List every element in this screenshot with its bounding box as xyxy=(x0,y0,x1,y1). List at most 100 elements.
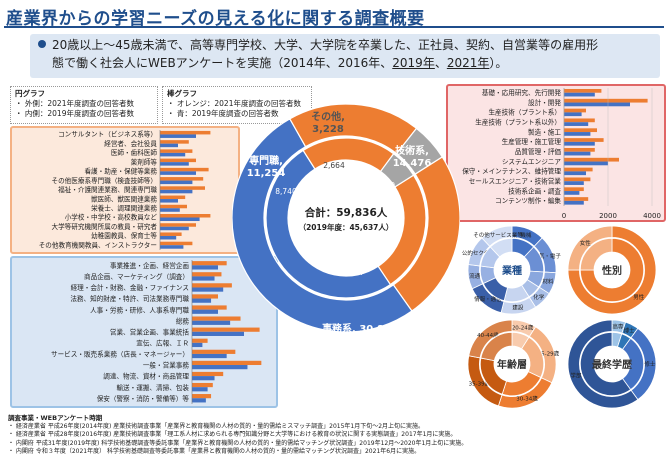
donut-inner-slice-3 xyxy=(379,152,415,188)
footer-line-3: ・ 内閣府 平成31年度(2019年度) 科学技術基礎調査等委託事業「産業界と教… xyxy=(8,439,468,447)
bar-2019-jimu_bars-12 xyxy=(192,398,206,403)
donut-outer-slice-1 xyxy=(232,117,413,333)
bar-label-senmon_bars-4: 看護・助産・保健等業務 xyxy=(84,167,157,176)
bar-2019-senmon_bars-2 xyxy=(160,152,186,157)
bar-2021-senmon_bars-7 xyxy=(160,195,186,200)
bar-label-senmon_bars-0: コンサルタント（ビジネス系等） xyxy=(58,130,157,139)
donut-outer-label-0-0: 技術系, xyxy=(395,144,429,157)
bar-label-senmon_bars-5: その他医療系専門職（検査技師等） xyxy=(52,176,158,185)
pie-seibetsu-label-0: 男性 xyxy=(633,293,645,301)
tick-gijutsu_bars-2: 4000 xyxy=(643,212,661,220)
donut-inner-label-3: 2,664 xyxy=(323,161,345,170)
pie-nenreiso-label-3: 35-39歳 xyxy=(469,379,491,387)
pie-gyoshu-hole xyxy=(494,252,530,288)
pie-gyoshu-ring0-slice-8 xyxy=(481,225,513,247)
bar-2021-jimu_bars-2 xyxy=(192,283,232,288)
bar-2021-gijutsu_bars-2 xyxy=(564,108,586,113)
bar-label-jimu_bars-3: 法務、知的財産・特許、司法業務専門職 xyxy=(70,294,189,303)
bar-label-gijutsu_bars-8: 保守・メインテナンス、維持管理 xyxy=(462,167,561,176)
intro-box: 20歳以上～45歳未満で、高等専門学校、大学、大学院を卒業した、正社員、契約、自… xyxy=(30,34,660,78)
senmon-panel xyxy=(10,126,240,254)
donut-outer-label-1-0: 事務系, 30,878 xyxy=(322,322,398,335)
bar-2021-senmon_bars-6 xyxy=(160,186,205,190)
bar-2021-senmon_bars-8 xyxy=(160,204,187,209)
bar-label-jimu_bars-0: 事業推進・企画、経営企画 xyxy=(110,261,189,270)
bar-2021-senmon_bars-11 xyxy=(160,232,182,236)
pie-nenreiso-hole xyxy=(494,346,530,382)
pie-saishu_gakureki-hole xyxy=(594,346,630,382)
legend-bar: 棒グラフ ・ オレンジ：2021年度調査の回答者数 ・ 青：2019年度調査の回… xyxy=(162,86,312,124)
bar-2019-gijutsu_bars-9 xyxy=(564,181,584,185)
pie-seibetsu-ring0-slice-0 xyxy=(567,225,657,315)
pie-gyoshu-title: 業種 xyxy=(501,264,522,277)
bar-2021-jimu_bars-0 xyxy=(192,261,227,266)
bar-2019-senmon_bars-4 xyxy=(160,171,196,175)
donut-outer-label-2-1: 11,254 xyxy=(247,168,286,179)
bar-label-senmon_bars-1: 経営者、会社役員 xyxy=(104,139,157,148)
bar-2019-senmon_bars-7 xyxy=(160,199,178,203)
bar-2019-jimu_bars-7 xyxy=(192,342,203,348)
tick-gijutsu_bars-1: 2000 xyxy=(599,212,617,220)
pie-gyoshu-label-5: 情報・通信 xyxy=(474,295,502,303)
donut-outer-slice-3 xyxy=(395,127,444,175)
donut-outer-label-3-0: その他, xyxy=(311,110,345,123)
pie-seibetsu-title: 性別 xyxy=(601,264,622,277)
bar-2019-jimu_bars-8 xyxy=(192,353,227,359)
pie-gyoshu-label-6: 流通 xyxy=(469,272,481,280)
bar-2021-gijutsu_bars-6 xyxy=(564,147,595,152)
intro-bullet xyxy=(38,40,46,48)
footer-line-1: ・ 経済産業省 平成26年度(2014年度) 産業技術調査事業「産業界と教育機関… xyxy=(8,422,425,430)
pie-gyoshu-label-8: その他サービス業等 xyxy=(473,231,523,239)
donut-inner-label-2: 8,740 xyxy=(275,187,297,196)
bar-label-gijutsu_bars-5: 生産管理・施工管理 xyxy=(502,137,562,146)
bar-2019-senmon_bars-10 xyxy=(160,226,189,231)
bar-label-jimu_bars-2: 経理・会計・財務、金融・ファイナンス xyxy=(71,283,189,292)
pie-gyoshu-label-4: 建設 xyxy=(512,303,524,311)
page-title: 産業界からの学習ニーズの見える化に関する調査概要 xyxy=(6,9,425,29)
footer-line-2: ・ 経済産業省 平成28年度(2016年度) 産業技術調査事業「理工系人材に求め… xyxy=(8,431,457,438)
pie-gyoshu-label-3: 化学 xyxy=(533,293,545,301)
donut-outer-label-3-1: 3,228 xyxy=(312,124,344,135)
bar-2021-senmon_bars-3 xyxy=(160,158,196,163)
bar-label-gijutsu_bars-1: 設計・開発 xyxy=(528,98,561,107)
pie-gyoshu-label-7: 公的セクター xyxy=(462,249,495,257)
bar-2021-senmon_bars-1 xyxy=(160,140,189,144)
pie-seibetsu-label-1: 女性 xyxy=(580,239,592,247)
bar-2021-jimu_bars-6 xyxy=(192,327,260,332)
bar-2019-jimu_bars-11 xyxy=(192,387,208,392)
bar-2019-gijutsu_bars-6 xyxy=(564,151,591,156)
bar-2019-gijutsu_bars-8 xyxy=(564,171,586,176)
bar-label-gijutsu_bars-6: 品質管理・評価 xyxy=(515,147,562,156)
bar-2021-gijutsu_bars-8 xyxy=(564,167,593,172)
footer: 調査事業・WEBアンケート時期 ・ 経済産業省 平成26年度(2014年度) 産… xyxy=(8,414,668,457)
bar-2019-senmon_bars-0 xyxy=(160,134,196,138)
bar-label-senmon_bars-6: 福祉・介護関連業務、関連専門職 xyxy=(58,185,157,194)
donut-inner-label-0: 11,249 xyxy=(369,181,395,190)
bar-2021-senmon_bars-4 xyxy=(160,167,209,172)
bar-label-gijutsu_bars-7: システムエンジニア xyxy=(502,158,562,166)
bar-label-gijutsu_bars-11: コンテンツ制作・編集 xyxy=(495,196,561,205)
bar-2019-jimu_bars-6 xyxy=(192,331,244,336)
title-underline xyxy=(4,26,664,28)
intro-line-2: 態で働く社会人にWEBアンケートを実施（2014年、2016年、2019年、20… xyxy=(52,54,654,72)
bar-2019-jimu_bars-0 xyxy=(192,265,218,270)
pie-nenreiso-ring0-slice-4 xyxy=(468,319,513,359)
bar-label-senmon_bars-9: 小学校・中学校・高校教員など xyxy=(65,213,158,222)
pie-nenreiso-label-0: 20-24歳 xyxy=(512,324,534,332)
donut-inner-label-1: 22,984 xyxy=(337,268,363,277)
pie-seibetsu-hole xyxy=(594,252,630,288)
bar-label-jimu_bars-11: 輸送・運搬、清掃、包装 xyxy=(116,383,189,392)
bar-2019-senmon_bars-12 xyxy=(160,245,184,249)
legend-bar-blue: ・ 青：2019年度調査の回答者数 xyxy=(167,109,279,118)
bar-2021-jimu_bars-4 xyxy=(192,305,227,310)
pie-nenreiso-label-1: 25-29歳 xyxy=(538,349,560,357)
bar-label-senmon_bars-12: その他教育機関教員、インストラクター xyxy=(39,240,157,249)
bar-2019-gijutsu_bars-5 xyxy=(564,141,595,146)
pie-gyoshu-label-0: 機械 xyxy=(520,231,532,239)
pie-gyoshu-label-1: 電気・電子 xyxy=(533,252,561,260)
bar-2019-senmon_bars-11 xyxy=(160,235,177,240)
bar-2021-gijutsu_bars-1 xyxy=(564,98,648,103)
intro-line-1: 20歳以上～45歳未満で、高等専門学校、大学、大学院を卒業した、正社員、契約、自… xyxy=(52,38,599,52)
footer-line-4: ・ 内閣府 令和３年度（2021年度） 科学技術基礎調査等委託事業「産業界と教育… xyxy=(8,448,421,455)
bar-2021-jimu_bars-3 xyxy=(192,294,218,299)
